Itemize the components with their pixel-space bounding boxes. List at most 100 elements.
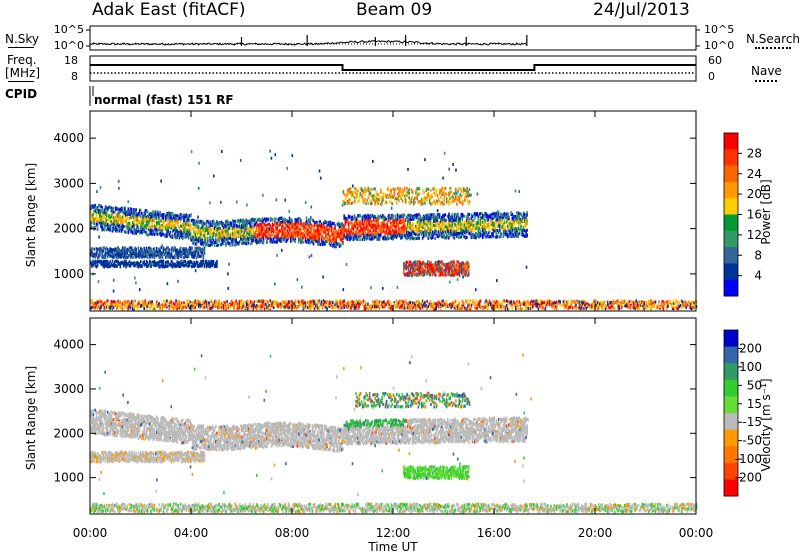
heatmap-cell (463, 235, 466, 239)
heatmap-cell (305, 219, 308, 223)
heatmap-cell (463, 214, 466, 218)
heatmap-cell (194, 229, 197, 233)
heatmap-cell (195, 256, 198, 260)
heatmap-cell (386, 237, 389, 241)
heatmap-cell (468, 212, 470, 216)
heatmap-cell (196, 222, 199, 226)
heatmap-cell (203, 246, 206, 250)
heatmap-cell (363, 236, 366, 240)
heatmap-cell (171, 233, 174, 237)
heatmap-cell (235, 237, 237, 241)
heatmap-cell (320, 238, 323, 242)
heatmap-cell (162, 213, 165, 216)
heatmap-cell (443, 222, 445, 226)
heatmap-cell (352, 229, 355, 233)
heatmap-cell (440, 228, 442, 232)
heatmap-cell (427, 228, 430, 232)
heatmap-cell (161, 262, 164, 266)
heatmap-cell (507, 224, 509, 228)
heatmap-cell (103, 224, 106, 228)
heatmap-cell (304, 222, 307, 226)
heatmap-cell (180, 230, 183, 234)
heatmap-cell (160, 234, 162, 238)
heatmap-cell (503, 213, 506, 217)
heatmap-cell (247, 232, 250, 236)
heatmap-cell (110, 223, 113, 227)
heatmap-cell (227, 241, 230, 245)
heatmap-cell (486, 213, 489, 217)
heatmap-cell (396, 220, 399, 224)
heatmap-cell (129, 223, 132, 227)
heatmap-cell (452, 218, 455, 222)
heatmap-cell (403, 224, 406, 228)
heatmap-cell (170, 249, 173, 253)
heatmap-cell (186, 221, 189, 225)
heatmap-cell (117, 214, 119, 218)
heatmap-cell (407, 271, 410, 275)
heatmap-cell (103, 214, 106, 218)
heatmap-cell (236, 228, 239, 232)
heatmap-cell (430, 232, 433, 236)
heatmap-cell (216, 231, 218, 235)
heatmap-cell (94, 226, 97, 230)
heatmap-cell (312, 239, 315, 243)
heatmap-cell (275, 225, 277, 229)
heatmap-cell (141, 230, 143, 234)
heatmap-cell (194, 223, 197, 226)
heatmap-cell (117, 262, 119, 266)
heatmap-cell (261, 224, 264, 228)
heatmap-cell (261, 220, 264, 224)
heatmap-cell (246, 240, 249, 244)
heatmap-cell (253, 219, 256, 223)
heatmap-cell (258, 217, 260, 221)
heatmap-cell (118, 253, 120, 257)
heatmap-cell (392, 228, 394, 232)
heatmap-cell (425, 234, 427, 238)
heatmap-cell (393, 231, 395, 235)
heatmap-cell (266, 228, 268, 231)
heatmap-cell (455, 227, 458, 231)
heatmap-cell (280, 220, 283, 224)
heatmap-cell (485, 226, 487, 229)
heatmap-cell (346, 235, 349, 239)
heatmap-cell (459, 235, 461, 239)
heatmap-cell (205, 236, 208, 240)
heatmap-cell (135, 211, 137, 215)
heatmap-cell (241, 225, 243, 229)
heatmap-cell (133, 215, 135, 219)
heatmap-cell (119, 249, 122, 253)
heatmap-cell (249, 225, 251, 228)
heatmap-cell (466, 215, 468, 219)
heatmap-cell (241, 229, 243, 233)
heatmap-cell (440, 233, 442, 237)
heatmap-cell (105, 206, 108, 210)
heatmap-cell (218, 222, 220, 226)
heatmap-cell (402, 219, 405, 223)
heatmap-cell (158, 213, 160, 217)
heatmap-cell (120, 261, 123, 265)
heatmap-cell (185, 262, 187, 266)
heatmap-cell (367, 233, 369, 237)
heatmap-cell (403, 272, 405, 275)
heatmap-cell (502, 222, 505, 226)
heatmap-cell (340, 244, 342, 247)
heatmap-cell (107, 227, 109, 231)
heatmap-cell (429, 219, 432, 223)
heatmap-cell (455, 228, 458, 232)
heatmap-cell (336, 222, 339, 226)
heatmap-cell (342, 242, 344, 246)
heatmap-cell (466, 218, 468, 222)
heatmap-cell (93, 204, 95, 208)
heatmap-cell (240, 237, 242, 241)
heatmap-cell (182, 225, 184, 229)
heatmap-cell (151, 218, 153, 221)
heatmap-cell (454, 233, 457, 236)
heatmap-cell (420, 229, 423, 233)
heatmap-cell (383, 236, 385, 240)
heatmap-cell (319, 224, 322, 228)
heatmap-cell (455, 219, 458, 223)
heatmap-cell (352, 238, 355, 242)
heatmap-cell (167, 261, 169, 265)
noise-series (89, 35, 528, 46)
heatmap-cell (503, 227, 506, 231)
